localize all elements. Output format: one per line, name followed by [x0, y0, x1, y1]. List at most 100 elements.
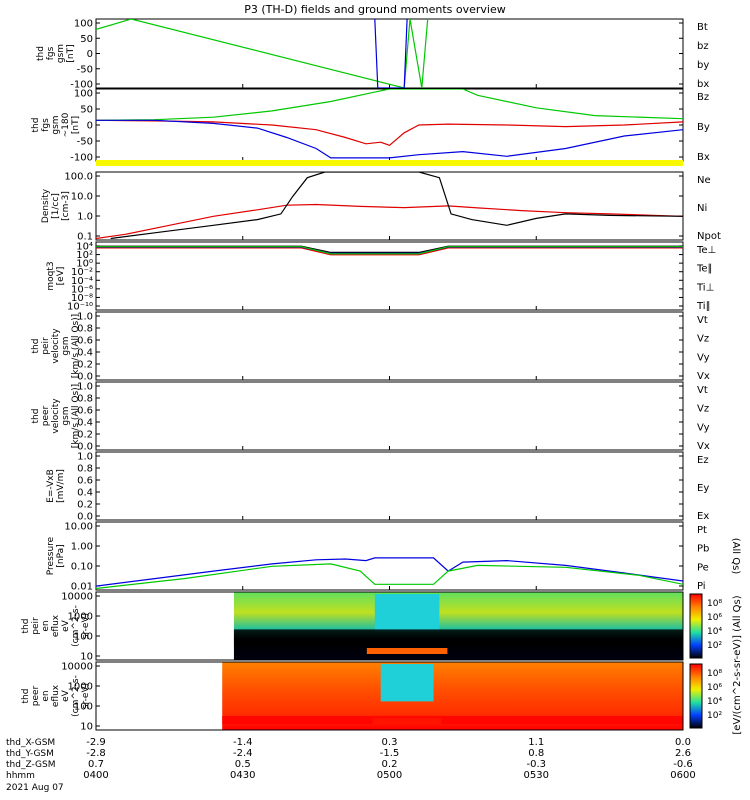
y-axis-label: gsm — [61, 336, 71, 355]
y-tick-label: 0.0 — [77, 512, 93, 523]
spectrogram-frame — [95, 591, 684, 661]
panel-peer_vel: 1.00.80.60.40.20.0 Vt Vz Vy Vx — [77, 381, 710, 453]
spectrogram-cutout — [374, 594, 440, 632]
series-Ne — [96, 203, 683, 240]
colorbar-tick-label: 10² — [707, 641, 722, 651]
y-tick-label: 10 — [80, 652, 93, 663]
legend-Te∥: Te∥ — [696, 264, 713, 275]
series-Bx — [96, 119, 683, 159]
y-axis-label: velocity — [51, 328, 61, 364]
series-Ni — [110, 172, 683, 240]
y-tick-label: 10⁻¹⁰ — [67, 302, 93, 313]
time-value: 0500 — [377, 770, 402, 781]
y-axis-label: [nT] — [71, 116, 81, 134]
y-tick-label: 0.6 — [77, 336, 93, 347]
y-tick-label: 0.6 — [77, 406, 93, 417]
series-Te⊥ — [96, 247, 683, 256]
y-tick-label: 50 — [80, 34, 93, 45]
y-tick-label: 100.0 — [64, 172, 93, 183]
time-value: 0400 — [83, 770, 108, 781]
panel-frame — [95, 381, 684, 451]
legend-Ti⊥: Ti⊥ — [696, 282, 714, 293]
y-tick-label: 0.4 — [77, 348, 93, 359]
y-axis-label: eV — [61, 689, 71, 702]
legend-bz: bz — [697, 41, 709, 52]
y-axis-label: velocity — [51, 398, 61, 434]
panel-efield: 1.00.80.60.40.20.0 Ez Ey Ex — [77, 451, 709, 523]
x-gsm-value: -1.4 — [233, 737, 253, 748]
legend-Pt: Pt — [697, 525, 707, 536]
y-tick-label: 100 — [74, 89, 93, 100]
y-tick-label: 0.8 — [77, 394, 93, 405]
y-tick-label: 10⁻⁸ — [71, 293, 93, 304]
y-gsm-value: -2.8 — [86, 748, 106, 759]
y-gsm-value: -2.4 — [233, 748, 253, 759]
legend-Vx: Vx — [697, 371, 710, 382]
y-axis-label: [1/cc] — [51, 193, 61, 219]
y-tick-label: 10² — [76, 250, 93, 261]
legend-Pe: Pe — [697, 562, 709, 573]
y-tick-label: -100 — [70, 153, 93, 164]
panel-frame — [95, 311, 684, 381]
y-tick-label: 10.00 — [64, 522, 93, 533]
spectrogram-frame — [95, 661, 684, 731]
series-Ti∥ — [96, 246, 683, 255]
y-tick-label: 0.6 — [77, 476, 93, 487]
y-axis-label: [nPa] — [56, 544, 66, 567]
y-tick-label: 100 — [74, 632, 93, 643]
time-value: 0600 — [670, 770, 695, 781]
y-tick-label: 10⁻⁶ — [71, 284, 93, 295]
panel-frame — [95, 521, 684, 591]
legend-Vt: Vt — [697, 315, 708, 326]
panel-fgs: 100 50 0 -50 -100 Bt bz by bx — [70, 18, 709, 91]
chart-title: P3 (TH-D) fields and ground moments over… — [244, 3, 506, 16]
legend-Pi: Pi — [697, 581, 706, 592]
pressure-side-label: (All Qs) — [730, 538, 741, 575]
y-tick-label: 0.10 — [71, 562, 93, 573]
y-tick-label: 1.0 — [77, 452, 93, 463]
legend-Bx: Bx — [697, 152, 710, 163]
y-axis-label: thd — [36, 46, 46, 61]
y-axis-label: (cm^2-s- — [71, 675, 81, 717]
y-tick-label: 10.0 — [71, 192, 93, 203]
y-tick-label: 0.4 — [77, 488, 93, 499]
legend-Ex: Ex — [697, 511, 709, 522]
y-axis-label: eflux — [51, 614, 61, 637]
y-gsm-value: 2.6 — [675, 748, 691, 759]
y-axis-label: E=-VxB — [46, 469, 56, 503]
y-axis-label: ~180 — [61, 112, 71, 137]
colorbar-tick-label: 10⁸ — [707, 669, 722, 679]
legend-Te⊥: Te⊥ — [696, 245, 716, 256]
y-axis-label: [mV/m] — [56, 469, 66, 503]
spectrogram-band — [366, 648, 448, 654]
spectrogram-band-low — [222, 716, 683, 724]
legend-Ne: Ne — [697, 175, 711, 186]
legend-Ti∥: Ti∥ — [696, 301, 711, 312]
x-gsm-value: -2.9 — [86, 737, 106, 748]
series-by — [96, 19, 429, 88]
y-tick-label: 1.0 — [77, 212, 93, 223]
legend-Vy: Vy — [697, 352, 710, 363]
panel-frame — [95, 18, 684, 89]
spectrogram-field — [233, 592, 683, 660]
colorbar-8 — [689, 593, 703, 659]
x-gsm-value: 0.3 — [382, 737, 398, 748]
y-axis-label: Density — [41, 188, 51, 223]
legend-bx: bx — [697, 79, 709, 90]
y-tick-label: 1000 — [68, 612, 93, 623]
y-tick-label: -100 — [70, 80, 93, 91]
y-axis-label: moqt3 — [46, 261, 56, 290]
legend-Pb: Pb — [697, 544, 709, 555]
y-tick-label: 0 — [87, 121, 93, 132]
y-tick-label: 0 — [87, 49, 93, 60]
legend-Vz: Vz — [697, 404, 709, 415]
legend-Vt: Vt — [697, 385, 708, 396]
x-row-label-1: thd_Y-GSM — [6, 749, 54, 759]
legend-Vy: Vy — [697, 422, 710, 433]
y-axis-label: gsm — [51, 115, 61, 134]
colorbar-tick-label: 10⁴ — [707, 697, 722, 707]
y-axis-label: [eV] — [56, 267, 66, 286]
y-tick-label: 10⁴ — [76, 242, 93, 253]
